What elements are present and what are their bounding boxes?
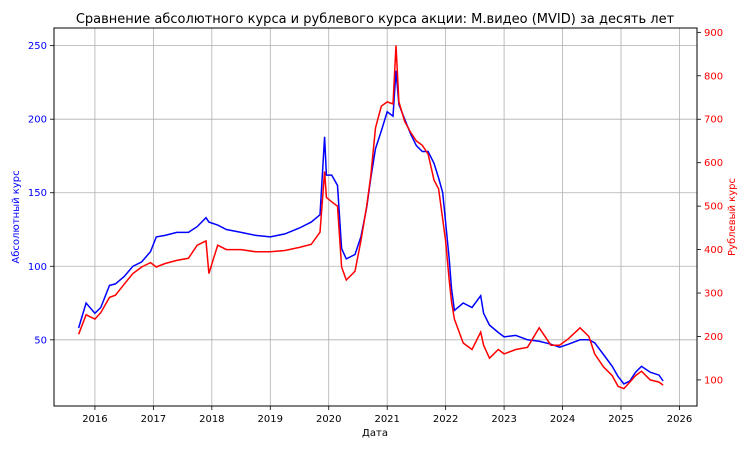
x-tick-label: 2018 [199, 414, 224, 425]
left-y-tick-label: 150 [28, 188, 47, 199]
right-y-tick-label: 200 [704, 332, 723, 343]
absolute-price-line [77, 70, 664, 385]
right-y-tick-label: 300 [704, 289, 723, 300]
ruble-price-line [77, 45, 664, 390]
x-tick-label: 2020 [316, 414, 341, 425]
x-tick-label: 2021 [374, 414, 399, 425]
grid-lines [54, 28, 697, 406]
left-y-tick-label: 200 [28, 115, 47, 126]
x-tick-label: 2026 [667, 414, 692, 425]
x-tick-label: 2023 [491, 414, 516, 425]
plot-area [77, 45, 664, 390]
right-y-axis-ticks: 100 200 300 400 500 600 700 800 900 [697, 28, 723, 386]
plot-frame [53, 27, 698, 407]
left-y-axis-label: Абсолютный курс [11, 170, 22, 263]
right-y-tick-label: 800 [704, 71, 723, 82]
right-y-tick-label: 700 [704, 115, 723, 126]
left-y-tick-label: 250 [28, 41, 47, 52]
x-tick-label: 2024 [550, 414, 575, 425]
x-tick-label: 2017 [141, 414, 166, 425]
x-tick-label: 2016 [82, 414, 107, 425]
x-axis-ticks: 2016 2017 2018 2019 2020 2021 2022 2023 2024 2025… [82, 406, 692, 425]
right-y-axis-label: Рублевый курс [727, 178, 738, 256]
x-tick-label: 2022 [433, 414, 458, 425]
right-y-tick-label: 500 [704, 202, 723, 213]
right-y-tick-label: 600 [704, 158, 723, 169]
left-y-tick-label: 100 [28, 262, 47, 273]
left-y-axis-ticks: 50 100 150 200 250 [28, 41, 54, 346]
right-y-tick-label: 900 [704, 28, 723, 39]
right-y-tick-label: 100 [704, 375, 723, 386]
right-y-tick-label: 400 [704, 245, 723, 256]
x-tick-label: 2025 [608, 414, 633, 425]
x-axis-label: Дата [362, 428, 388, 439]
chart-title: Сравнение абсолютного курса и рублевого … [76, 12, 675, 27]
left-y-tick-label: 50 [34, 335, 47, 346]
x-tick-label: 2019 [258, 414, 283, 425]
